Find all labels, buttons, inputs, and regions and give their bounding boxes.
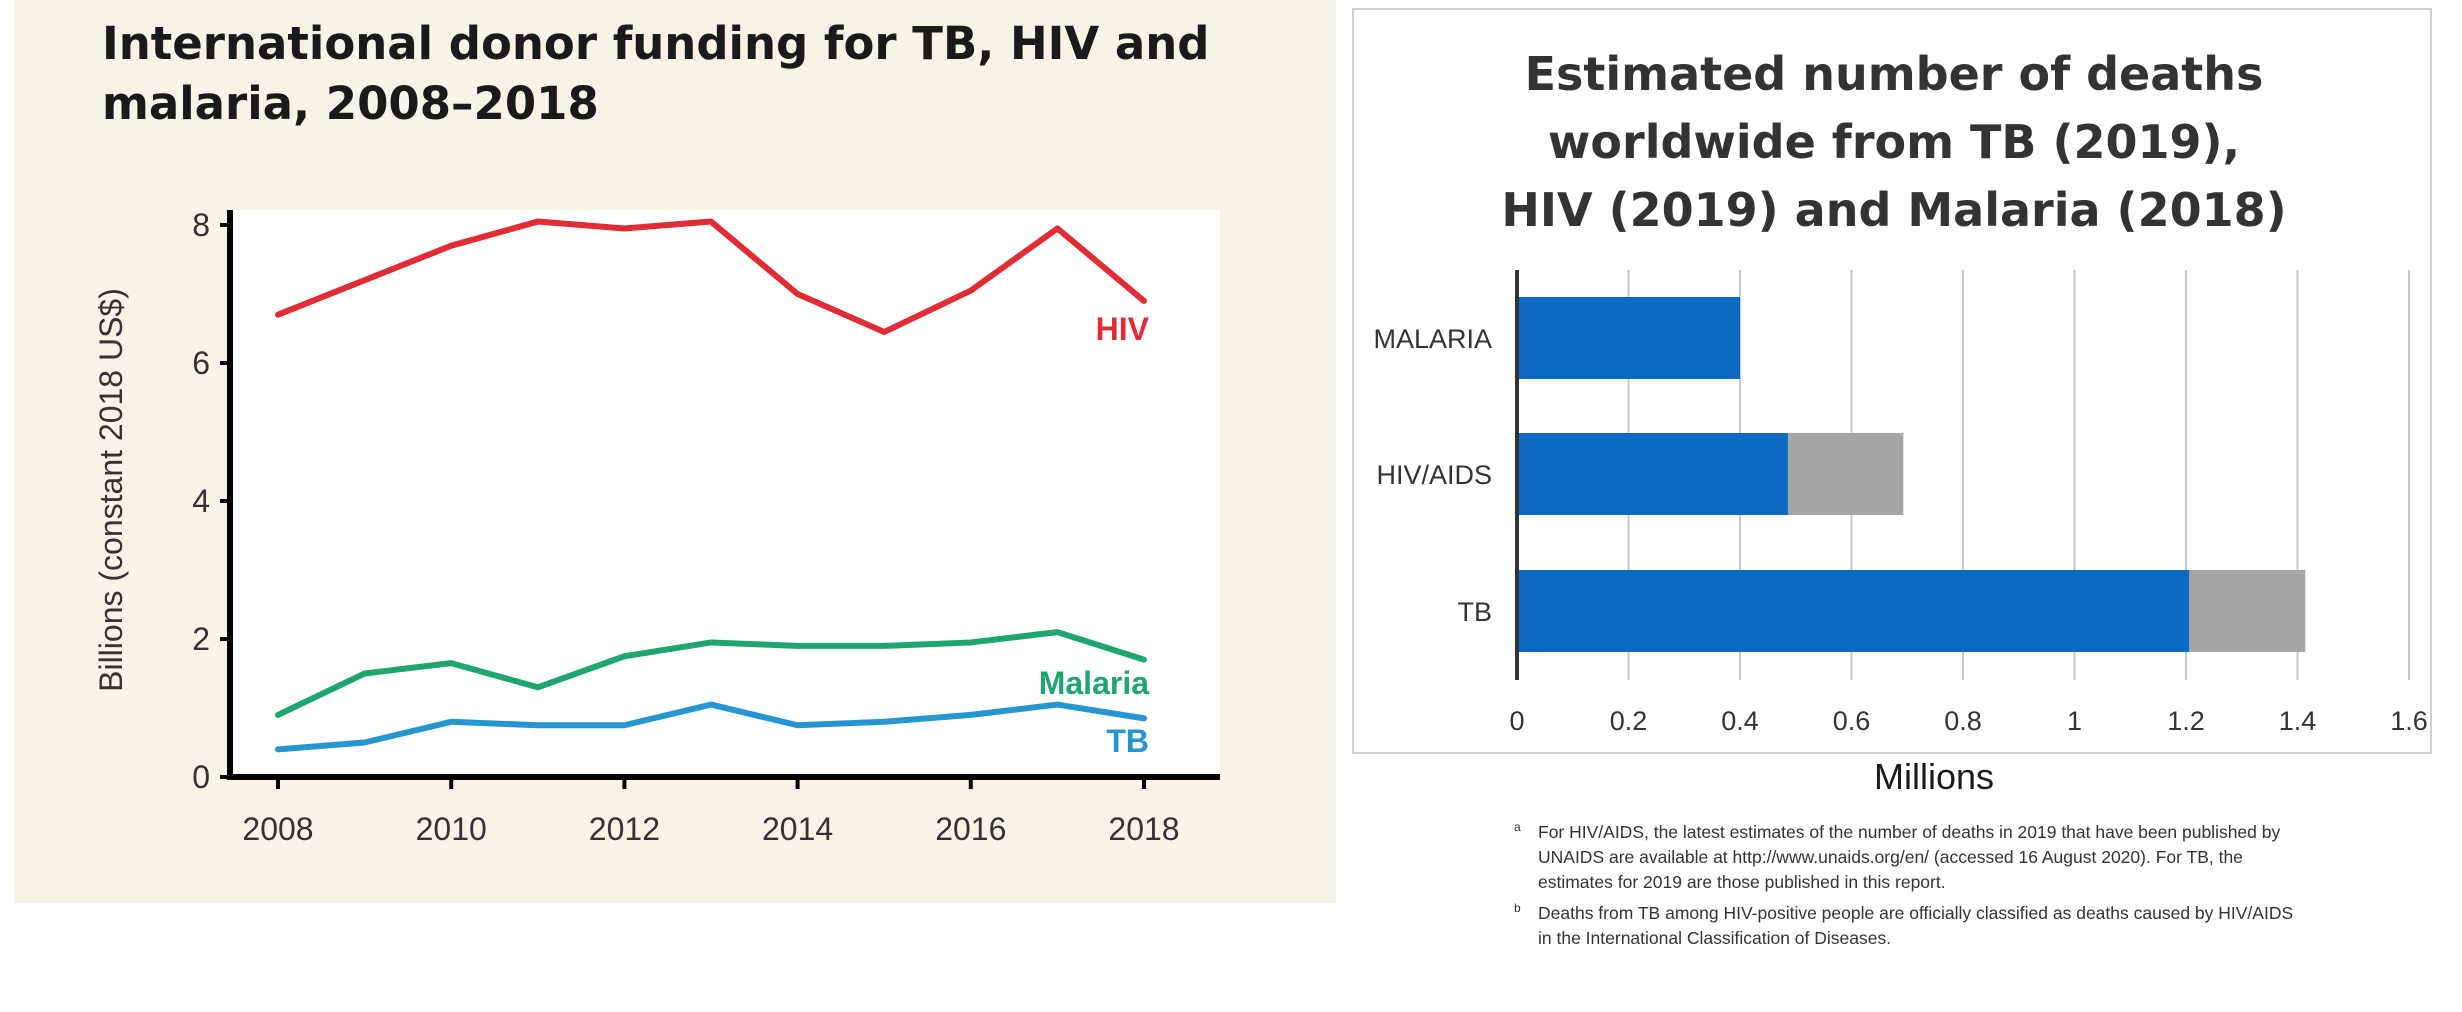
footnotes: a For HIV/AIDS, the latest estimates of … bbox=[1502, 820, 2302, 957]
bar-x-tick-label: 1.4 bbox=[2279, 706, 2317, 736]
bar-chart-title-line: worldwide from TB (2019), bbox=[1547, 115, 2241, 169]
series-line-malaria bbox=[275, 629, 1147, 718]
bar-additional-hivaids bbox=[1787, 433, 1904, 515]
bar-estimate-malaria bbox=[1517, 297, 1740, 379]
bar-chart-title-line: HIV (2019) and Malaria (2018) bbox=[1501, 183, 2287, 237]
line-chart-panel: International donor funding for TB, HIV … bbox=[14, 0, 1336, 903]
x-tick-label: 2012 bbox=[589, 811, 660, 847]
bar-x-tick-label: 1.2 bbox=[2167, 706, 2205, 736]
bar-chart-title: Estimated number of deaths worldwide fro… bbox=[1354, 40, 2434, 244]
y-tick-label: 4 bbox=[192, 483, 210, 519]
x-tick-label: 2018 bbox=[1108, 811, 1179, 847]
y-tick-label: 2 bbox=[192, 621, 210, 657]
y-tick-label: 6 bbox=[192, 345, 210, 381]
bar-x-tick-label: 0.4 bbox=[1721, 706, 1759, 736]
x-tick-label: 2016 bbox=[935, 811, 1006, 847]
series-line-tb bbox=[275, 701, 1147, 753]
x-tick-label: 2008 bbox=[242, 811, 313, 847]
bar-category-label: TB bbox=[1457, 597, 1492, 627]
bar-x-tick-label: 0.2 bbox=[1610, 706, 1648, 736]
bar-chart-title-line: Estimated number of deaths bbox=[1524, 47, 2264, 101]
y-tick-label: 0 bbox=[192, 759, 210, 795]
bar-additional-tb bbox=[2189, 570, 2306, 652]
plot-background bbox=[230, 210, 1220, 777]
x-tick-label: 2014 bbox=[762, 811, 833, 847]
footnote-text: Deaths from TB among HIV-positive people… bbox=[1538, 903, 2294, 948]
series-label-malaria: Malaria bbox=[1039, 665, 1149, 701]
series-label-tb: TB bbox=[1106, 723, 1149, 759]
footnote-marker: b bbox=[1514, 901, 1521, 915]
footnote: b Deaths from TB among HIV-positive peop… bbox=[1502, 901, 2302, 951]
footnote-text: For HIV/AIDS, the latest estimates of th… bbox=[1538, 822, 2281, 892]
bar-chart: 0 0.2 0.4 0.6 0.8 1 1.2 1.4 1.6 MALARIA HIV/AIDS TB bbox=[1373, 270, 2428, 736]
bar-chart-panel: Estimated number of deaths worldwide fro… bbox=[1352, 8, 2432, 754]
bar-estimate-tb bbox=[1517, 570, 2190, 652]
footnote-marker: a bbox=[1514, 820, 1521, 834]
line-chart: Billions (constant 2018 US$) 0 2 4 6 8 2008 20… bbox=[93, 207, 1220, 847]
y-axis-label: Billions (constant 2018 US$) bbox=[93, 288, 129, 692]
y-tick-label: 8 bbox=[192, 207, 210, 243]
bar-category-label: HIV/AIDS bbox=[1376, 460, 1492, 490]
bar-estimate-hivaids bbox=[1517, 433, 1788, 515]
bar-x-tick-label: 0 bbox=[1509, 706, 1524, 736]
bar-x-tick-label: 1.6 bbox=[2390, 706, 2428, 736]
series-line-hiv bbox=[275, 218, 1147, 335]
line-chart-title: International donor funding for TB, HIV … bbox=[102, 17, 1210, 130]
footnote: a For HIV/AIDS, the latest estimates of … bbox=[1502, 820, 2302, 895]
bar-x-tick-label: 0.6 bbox=[1833, 706, 1871, 736]
x-tick-label: 2010 bbox=[416, 811, 487, 847]
bar-x-tick-label: 1 bbox=[2067, 706, 2082, 736]
bar-x-axis-label: Millions bbox=[1873, 756, 1995, 797]
series-label-hiv: HIV bbox=[1096, 311, 1150, 347]
bar-x-tick-label: 0.8 bbox=[1944, 706, 1982, 736]
bar-category-label: MALARIA bbox=[1373, 324, 1492, 354]
